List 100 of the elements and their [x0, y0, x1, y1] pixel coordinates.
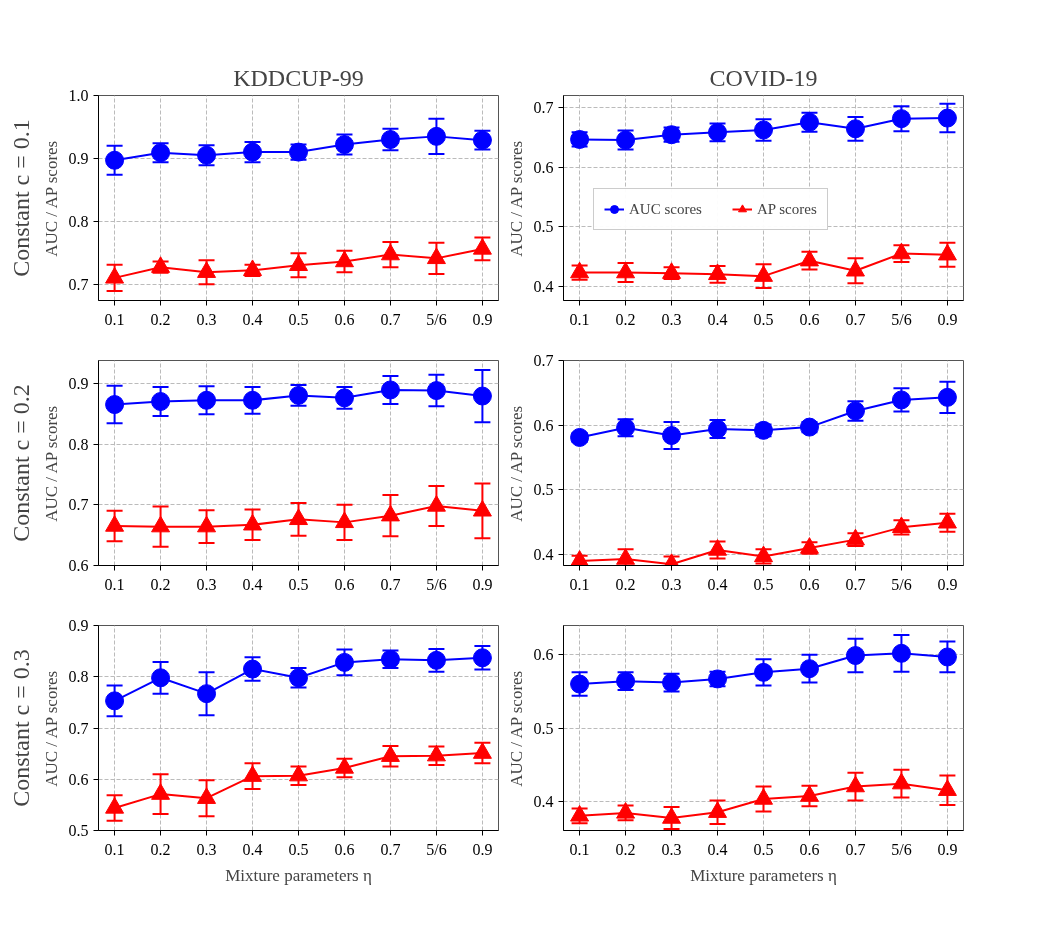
point [334, 511, 354, 529]
point [197, 684, 217, 704]
point [426, 495, 446, 512]
point [334, 250, 354, 268]
x-tick-label: 0.2 [615, 310, 636, 328]
x-tick-label: 0.3 [196, 310, 217, 328]
x-tick-label: 0.3 [196, 575, 217, 593]
point [845, 646, 865, 665]
x-tick-label: 0.4 [242, 575, 263, 593]
point [243, 259, 263, 277]
x-tick-label: 0.5 [288, 575, 309, 593]
x-tick-label: 0.9 [937, 575, 958, 593]
y-axis-title: AUC / AP scores [506, 405, 526, 522]
point [197, 261, 217, 278]
point [151, 783, 171, 800]
x-axis-title: Mixture parameters η [690, 865, 837, 885]
y-axis-title: AUC / AP scores [506, 140, 526, 257]
x-tick-label: 0.1 [569, 575, 590, 593]
point [105, 395, 125, 415]
point [380, 745, 400, 762]
y-tick-label: 0.4 [533, 792, 554, 810]
point [937, 511, 957, 529]
point [289, 508, 308, 526]
point [845, 528, 865, 546]
x-tick-label: 5/6 [891, 840, 912, 858]
y-tick-label: 0.6 [533, 416, 554, 434]
x-tick-label: 0.5 [288, 310, 309, 328]
x-tick-label: 0.6 [334, 840, 355, 858]
x-tick-label: 0.7 [380, 840, 401, 858]
legend-label: AP scores [756, 200, 817, 218]
y-axis-title: AUC / AP scores [41, 140, 61, 257]
point [197, 515, 217, 533]
point [426, 744, 446, 762]
point [105, 266, 125, 284]
x-tick-label: 0.9 [937, 840, 958, 858]
y-tick-label: 0.6 [68, 557, 89, 574]
point [708, 539, 728, 556]
x-tick-label: 0.2 [150, 310, 171, 328]
point [197, 390, 217, 410]
point [426, 126, 446, 146]
point [937, 243, 957, 261]
y-tick-label: 0.8 [68, 668, 89, 686]
chart-title: KDDCUP-99 [233, 64, 364, 91]
point [472, 386, 492, 406]
x-tick-label: 0.4 [707, 310, 728, 328]
y-tick-label: 0.5 [68, 822, 89, 839]
x-tick-label: 0.6 [799, 310, 820, 328]
x-tick-label: 0.9 [937, 310, 958, 328]
y-tick-label: 0.4 [533, 546, 554, 564]
x-tick-label: 0.7 [845, 840, 866, 858]
x-tick-label: 0.9 [472, 575, 493, 593]
x-tick-label: 0.7 [845, 575, 866, 593]
x-tick-label: 0.3 [661, 310, 682, 328]
point [799, 249, 819, 267]
x-tick-label: 0.9 [472, 840, 493, 858]
y-tick-label: 0.5 [533, 719, 554, 737]
x-tick-label: 0.7 [380, 575, 401, 593]
point [799, 785, 819, 802]
point [891, 643, 911, 663]
y-tick-label: 0.6 [68, 770, 89, 788]
point [891, 109, 911, 129]
x-tick-label: 0.4 [707, 575, 728, 593]
y-tick-label: 0.4 [533, 277, 554, 295]
x-axis-title: Mixture parameters η [225, 865, 372, 885]
y-tick-label: 0.7 [68, 496, 89, 514]
y-tick-label: 0.6 [533, 158, 554, 176]
point [105, 150, 125, 170]
point [105, 691, 125, 711]
x-tick-label: 5/6 [426, 575, 447, 593]
point [243, 390, 263, 410]
point [937, 387, 957, 407]
point [472, 238, 492, 255]
y-tick-label: 0.9 [68, 374, 89, 392]
y-tick-label: 0.7 [533, 99, 554, 117]
point [662, 807, 682, 824]
point [380, 243, 400, 261]
x-tick-label: 0.1 [569, 840, 590, 858]
x-tick-label: 5/6 [891, 310, 912, 328]
x-tick-label: 0.5 [753, 575, 774, 593]
point [380, 380, 400, 400]
point [380, 504, 400, 522]
point [662, 262, 682, 279]
x-tick-label: 0.1 [104, 840, 125, 858]
point [708, 801, 728, 818]
x-tick-label: 0.5 [288, 840, 309, 858]
point [197, 787, 217, 804]
x-tick-label: 0.2 [150, 840, 171, 858]
x-tick-label: 0.6 [799, 840, 820, 858]
point [662, 426, 682, 445]
y-tick-label: 0.6 [533, 646, 554, 664]
x-tick-label: 0.5 [753, 310, 774, 328]
x-tick-label: 0.6 [334, 310, 355, 328]
x-tick-label: 0.5 [753, 840, 774, 858]
y-tick-label: 0.7 [68, 275, 89, 293]
point [845, 259, 865, 277]
point [472, 499, 492, 517]
point [845, 119, 865, 139]
point [105, 797, 125, 814]
point [937, 779, 957, 796]
x-tick-label: 0.3 [661, 840, 682, 858]
